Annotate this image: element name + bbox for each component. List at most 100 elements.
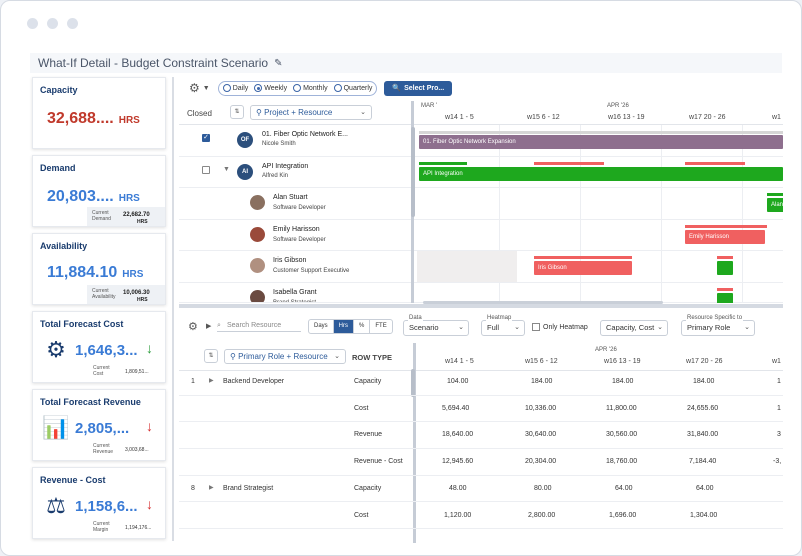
gantt-row[interactable]: Iris Gibson Customer Support Executive — [179, 251, 783, 283]
edit-icon[interactable]: ✎ — [274, 57, 283, 69]
resource-bar-allocation[interactable] — [717, 293, 733, 303]
forecast-cost-card: Total Forecast Cost ⚙ 1,646,3... ↓ Curre… — [32, 311, 166, 383]
view-daily[interactable]: Daily — [222, 84, 248, 92]
cell-value: 11,800.00 — [606, 404, 637, 412]
search-resource-input[interactable]: ⌕ Search Resource — [217, 319, 301, 332]
resource-role: Software Developer — [273, 236, 326, 243]
closed-column-header[interactable]: Closed — [187, 109, 212, 118]
resource-name[interactable]: Emily Harisson — [273, 225, 320, 233]
card-title: Demand — [40, 163, 76, 173]
gantt-row[interactable]: ✓ OF 01. Fiber Optic Network E... Nicole… — [179, 125, 783, 157]
resource-name[interactable]: Alan Stuart — [273, 194, 308, 201]
closed-checkbox[interactable] — [202, 165, 210, 174]
vertical-scrollbar[interactable] — [411, 127, 415, 217]
week-label: w15 6 - 12 — [527, 114, 560, 121]
unit-percent[interactable]: % — [354, 320, 371, 333]
window-dot[interactable] — [67, 18, 78, 29]
resource-bar-alan[interactable]: Alan — [767, 198, 783, 212]
resource-name[interactable]: Iris Gibson — [273, 257, 307, 264]
role-name[interactable]: Backend Developer — [223, 378, 285, 385]
card-sub-value: 3,003,68... — [125, 447, 149, 453]
expand-icon[interactable]: ▼ — [223, 165, 230, 173]
project-name[interactable]: API Integration — [262, 162, 309, 170]
table-row[interactable]: Revenue 18,640.00 30,640.00 30,560.00 31… — [179, 422, 783, 450]
resource-bar-emily[interactable]: Emily Harisson — [685, 230, 765, 244]
gantt-row[interactable]: Alan Stuart Software Developer — [179, 188, 783, 220]
cell-value: 64.00 — [615, 484, 633, 492]
row-type: Cost — [354, 404, 369, 412]
resource-specific-select[interactable]: Resource Specific to Primary Role ⌄ — [681, 315, 755, 336]
availability-current: Current Availability 10,006.30 HRS — [87, 285, 165, 304]
overallocation-marker — [717, 288, 733, 291]
resource-bar-allocation[interactable] — [717, 261, 733, 275]
metric-select[interactable]: Capacity, Cost ⌄ — [600, 320, 668, 336]
group-by-select[interactable]: ⚲ Project + Resource ⌄ — [250, 105, 372, 120]
unit-days[interactable]: Days — [309, 320, 334, 333]
only-heatmap-checkbox[interactable]: Only Heatmap — [532, 323, 588, 331]
closed-checkbox[interactable]: ✓ — [202, 134, 210, 142]
project-bar-api[interactable]: API Integration — [419, 167, 783, 181]
sort-icon[interactable]: ⇅ — [204, 349, 218, 363]
gantt-row[interactable]: Emily Harisson Software Developer — [179, 220, 783, 251]
horizontal-scrollbar[interactable] — [423, 301, 663, 304]
project-owner: Alfred Kin — [262, 172, 289, 179]
window-dot[interactable] — [27, 18, 38, 29]
table-row[interactable]: 8 ▶ Brand Strategist Capacity 48.00 80.0… — [179, 476, 783, 503]
unit-fte[interactable]: FTE — [375, 323, 387, 329]
row-type: Revenue - Cost — [354, 458, 403, 466]
arrow-down-icon: ↓ — [146, 496, 153, 512]
horizontal-splitter[interactable] — [179, 304, 783, 308]
availability-card: Availability 11,884.10 HRS Current Availa… — [32, 233, 166, 305]
vertical-scrollbar[interactable] — [411, 369, 415, 397]
window-dot[interactable] — [47, 18, 58, 29]
week-label: w15 6 - 12 — [525, 358, 558, 365]
data-select[interactable]: Data Scenario ⌄ — [403, 315, 469, 336]
unit-selector: Days Hrs % FTE — [308, 319, 393, 334]
project-name[interactable]: 01. Fiber Optic Network E... — [262, 131, 348, 138]
table-row[interactable]: Cost 5,694.40 10,336.00 11,800.00 24,655… — [179, 396, 783, 423]
table-row[interactable]: Revenue - Cost 12,945.60 20,304.00 18,76… — [179, 449, 783, 476]
demand-value: 20,803.... HRS — [47, 188, 140, 205]
resource-name[interactable]: Isabella Grant — [273, 288, 317, 296]
group-by-select[interactable]: ⚲ Primary Role + Resource ⌄ — [224, 349, 346, 364]
project-avatar: AI — [237, 163, 253, 180]
row-type-header: ROW TYPE — [352, 353, 393, 362]
caret-down-icon[interactable]: ▼ — [202, 84, 210, 92]
week-label: w16 13 - 19 — [608, 114, 645, 121]
expand-icon[interactable]: ▶ — [209, 378, 214, 384]
view-quarterly[interactable]: Quarterly — [333, 84, 372, 92]
window-controls — [27, 18, 78, 29]
expand-icon[interactable]: ▶ — [209, 484, 214, 491]
cell-value: 7,184.40 — [689, 458, 717, 466]
sort-icon[interactable]: ⇅ — [230, 105, 244, 119]
gear-icon[interactable]: ⚙ — [189, 81, 200, 95]
chevron-down-icon: ⌄ — [514, 324, 520, 331]
card-sub-label: Current Revenue — [93, 443, 114, 455]
week-label: w17 20 - 26 — [689, 114, 726, 121]
view-monthly[interactable]: Monthly — [293, 84, 328, 92]
week-label: w1 — [772, 114, 781, 121]
gantt-row[interactable]: ▼ AI API Integration Alfred Kin — [179, 157, 783, 188]
overallocation-marker — [685, 225, 767, 228]
role-name[interactable]: Brand Strategist — [223, 484, 274, 492]
forecast-cost-value: 1,646,3... — [75, 342, 138, 359]
unit-hrs[interactable]: Hrs — [333, 320, 355, 333]
cell-value: 184.00 — [531, 378, 553, 385]
overallocation-marker — [717, 256, 733, 259]
caret-right-icon[interactable]: ▶ — [206, 323, 212, 330]
table-row[interactable]: 1 ▶ Backend Developer Capacity 104.00 18… — [179, 369, 783, 396]
hierarchy-icon: ⚲ — [230, 352, 239, 361]
cell-value: -3, — [773, 458, 782, 466]
heatmap-splitter[interactable] — [413, 343, 416, 543]
resource-bar-iris[interactable]: Iris Gibson — [534, 261, 632, 275]
panel-divider[interactable] — [172, 77, 174, 541]
select-project-button[interactable]: 🔍 Select Pro... — [384, 80, 453, 96]
resource-role: Brand Strategist — [273, 299, 317, 303]
heatmap-select[interactable]: Heatmap Full ⌄ — [481, 315, 525, 336]
table-row[interactable]: Cost 1,120.00 2,800.00 1,696.00 1,304.00 — [179, 503, 783, 530]
view-weekly[interactable]: Weekly — [254, 84, 287, 92]
row-type: Capacity — [354, 484, 382, 492]
gear-icon[interactable]: ⚙ — [188, 321, 198, 333]
cell-value: 18,640.00 — [442, 431, 474, 439]
project-bar-fiber[interactable]: 01. Fiber Optic Network Expansion — [419, 135, 783, 149]
